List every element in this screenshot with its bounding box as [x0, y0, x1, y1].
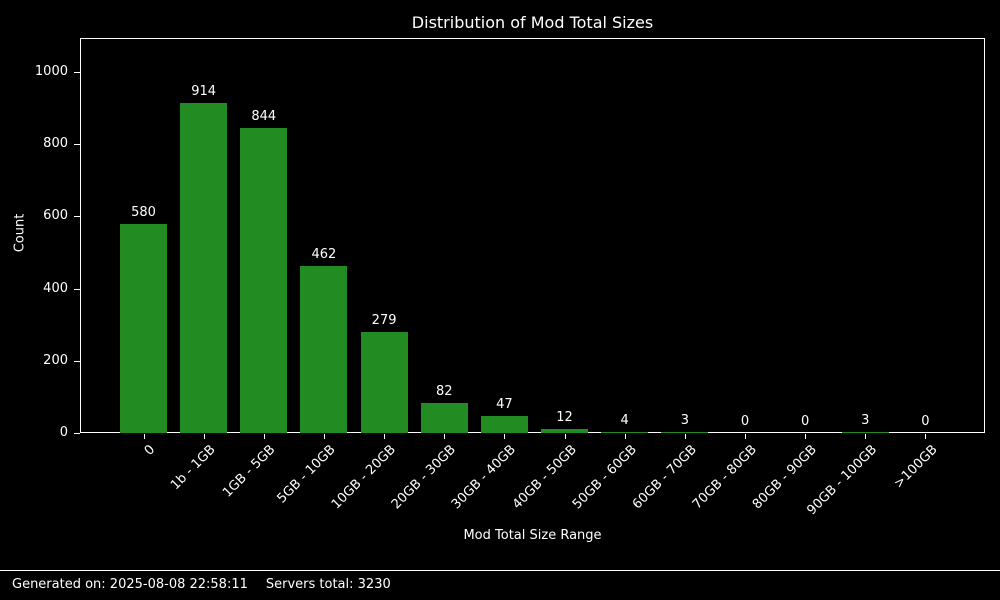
bar	[661, 431, 709, 433]
x-tick-mark	[504, 434, 506, 439]
y-tick-mark	[74, 216, 80, 218]
x-tick-mark	[203, 434, 205, 439]
x-tick-mark	[684, 434, 686, 439]
x-tick-label: 30GB - 40GB	[449, 442, 520, 513]
bar-value-label: 0	[740, 414, 750, 429]
x-tick-mark	[143, 434, 145, 439]
y-tick-label: 600	[43, 208, 68, 224]
x-tick-mark	[805, 434, 807, 439]
bar	[120, 223, 167, 433]
y-tick-label: 0	[59, 425, 68, 440]
x-tick-label: 40GB - 50GB	[509, 442, 580, 513]
bar	[541, 428, 589, 433]
y-tick-label: 200	[43, 352, 68, 368]
plot-area: 580 914 844 462 279 82 47 12 4 3 0 0 3 0	[80, 38, 985, 433]
y-tick-label: 1000	[34, 64, 68, 79]
y-tick-mark	[74, 433, 80, 434]
y-tick-mark	[74, 288, 80, 290]
x-axis-label: Mod Total Size Range	[463, 528, 602, 543]
bar-value-label: 82	[435, 384, 453, 400]
x-tick-label: 0	[141, 442, 159, 459]
y-tick-mark	[74, 72, 80, 73]
bar	[360, 332, 408, 433]
y-tick-mark	[74, 360, 80, 362]
x-tick-mark	[323, 434, 325, 439]
x-tick-label: 5GB - 10GB	[274, 442, 339, 507]
bar	[601, 431, 649, 433]
x-tick-mark	[564, 434, 566, 439]
plot-frame	[80, 38, 985, 433]
servers-total: Servers total: 3230	[265, 577, 391, 592]
bar-value-label: 3	[680, 412, 689, 428]
x-tick-mark	[444, 434, 446, 439]
y-tick-mark	[74, 144, 80, 146]
x-tick-mark	[263, 434, 265, 439]
x-tick-mark	[624, 434, 626, 439]
bar-value-label: 914	[191, 84, 217, 100]
y-tick-label: 400	[43, 280, 68, 296]
footer: Generated on: 2025-08-08 22:58:11 Servers…	[12, 577, 391, 592]
bar-value-label: 580	[131, 204, 156, 220]
x-tick-label: 1GB - 5GB	[220, 442, 279, 501]
x-tick-label: >100GB	[891, 442, 941, 492]
bar-value-label: 462	[311, 247, 337, 263]
y-tick-label: 800	[43, 136, 68, 152]
generated-timestamp: Generated on: 2025-08-08 22:58:11	[12, 577, 248, 592]
bar-value-label: 12	[556, 409, 573, 425]
footer-divider	[0, 570, 1000, 571]
bar-value-label: 844	[251, 109, 277, 125]
bar	[841, 431, 889, 433]
bar-value-label: 3	[861, 412, 870, 428]
bar	[300, 266, 348, 433]
bar	[480, 416, 528, 433]
bar-value-label: 0	[801, 414, 810, 429]
x-tick-mark	[925, 434, 927, 439]
bar-value-label: 47	[496, 397, 513, 413]
bar	[240, 128, 288, 433]
chart-title: Distribution of Mod Total Sizes	[411, 13, 654, 32]
x-tick-mark	[745, 434, 746, 439]
bar-value-label: 279	[371, 313, 397, 329]
y-axis-label: Count	[12, 213, 28, 253]
bar-value-label: 4	[620, 412, 629, 428]
x-tick-mark	[384, 434, 386, 439]
x-tick-label: 1b - 1GB	[167, 442, 219, 494]
x-tick-mark	[865, 434, 867, 439]
bar-value-label: 0	[921, 414, 930, 429]
bar	[180, 103, 228, 433]
bar	[420, 403, 468, 433]
